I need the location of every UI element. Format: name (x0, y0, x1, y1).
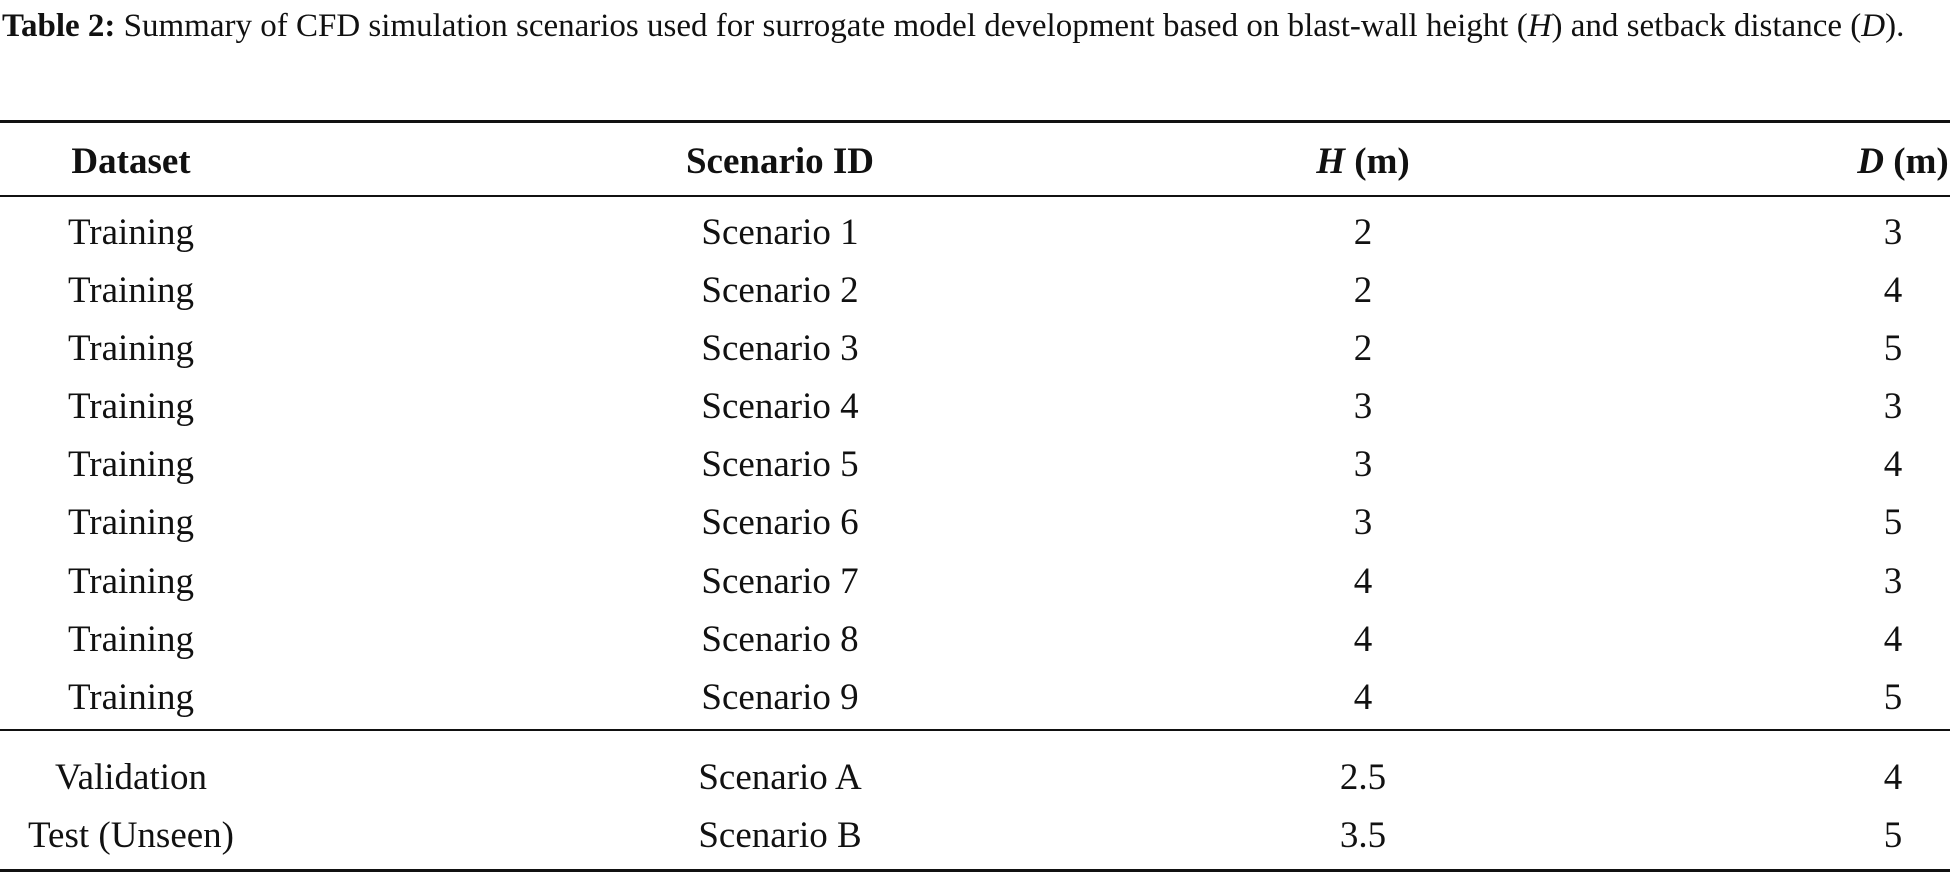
table-cell: Training (67, 328, 195, 369)
column-header: H (m) (1316, 140, 1410, 184)
table-cell: Test (Unseen) (28, 815, 234, 856)
header-symbol: H (1316, 141, 1346, 182)
table-caption: Table 2: Summary of CFD simulation scena… (2, 4, 1947, 48)
header-unit: (m) (1354, 141, 1410, 182)
table-cell: Training (67, 561, 195, 602)
table-cell: Training (67, 386, 195, 427)
table-cell: Scenario B (698, 815, 862, 856)
mid-rule (0, 729, 1950, 731)
column-header: Dataset (71, 141, 191, 182)
header-symbol: D (1857, 141, 1885, 182)
table-cell: 3 (1353, 502, 1373, 543)
table-cell: 5 (1883, 502, 1903, 543)
table-cell: 4 (1353, 561, 1373, 602)
table-cell: Scenario 2 (701, 270, 859, 311)
table-cell: Training (67, 502, 195, 543)
bottom-rule (0, 869, 1950, 872)
table-cell: 5 (1883, 328, 1903, 369)
table-cell: 2 (1353, 328, 1373, 369)
table-cell: 3 (1353, 386, 1373, 427)
top-rule (0, 120, 1950, 123)
table-cell: 4 (1883, 444, 1903, 485)
table-cell: 3.5 (1339, 815, 1387, 856)
table-cell: Scenario 6 (701, 502, 859, 543)
caption-label: Table 2: (2, 8, 116, 44)
table-cell: Scenario 5 (701, 444, 859, 485)
header-unit: (m) (1893, 141, 1949, 182)
table-cell: Training (67, 444, 195, 485)
table-cell: Scenario 7 (701, 561, 859, 602)
column-header: Scenario ID (685, 141, 875, 182)
caption-symbol: D (1861, 8, 1886, 44)
table-cell: 2 (1353, 270, 1373, 311)
table-cell: 4 (1883, 757, 1903, 798)
caption-text: ) and setback distance ( (1551, 8, 1862, 44)
table-cell: 4 (1883, 270, 1903, 311)
table-cell: 5 (1883, 677, 1903, 718)
table-cell: Training (67, 677, 195, 718)
table-cell: Scenario 1 (701, 212, 859, 253)
table-cell: Scenario 9 (701, 677, 859, 718)
table-cell: 3 (1353, 444, 1373, 485)
table-cell: Validation (54, 757, 208, 798)
table-cell: 3 (1883, 561, 1903, 602)
table-cell: 4 (1353, 677, 1373, 718)
table-cell: 2 (1353, 212, 1373, 253)
table-cell: Scenario A (698, 757, 862, 798)
table-cell: 3 (1883, 386, 1903, 427)
caption-text: Summary of CFD simulation scenarios used… (123, 8, 1528, 44)
table-cell: Training (67, 270, 195, 311)
caption-symbol: H (1527, 8, 1552, 44)
table-cell: Training (67, 619, 195, 660)
table-cell: Training (67, 212, 195, 253)
table-cell: Scenario 4 (701, 386, 859, 427)
table-cell: 4 (1353, 619, 1373, 660)
table-cell: Scenario 8 (701, 619, 859, 660)
header-rule (0, 195, 1950, 197)
table-cell: 2.5 (1339, 757, 1387, 798)
caption-text: ). (1885, 8, 1905, 44)
column-header: D (m) (1857, 140, 1948, 184)
table-cell: 3 (1883, 212, 1903, 253)
table-cell: Scenario 3 (701, 328, 859, 369)
table-cell: 4 (1883, 619, 1903, 660)
table-cell: 5 (1883, 815, 1903, 856)
